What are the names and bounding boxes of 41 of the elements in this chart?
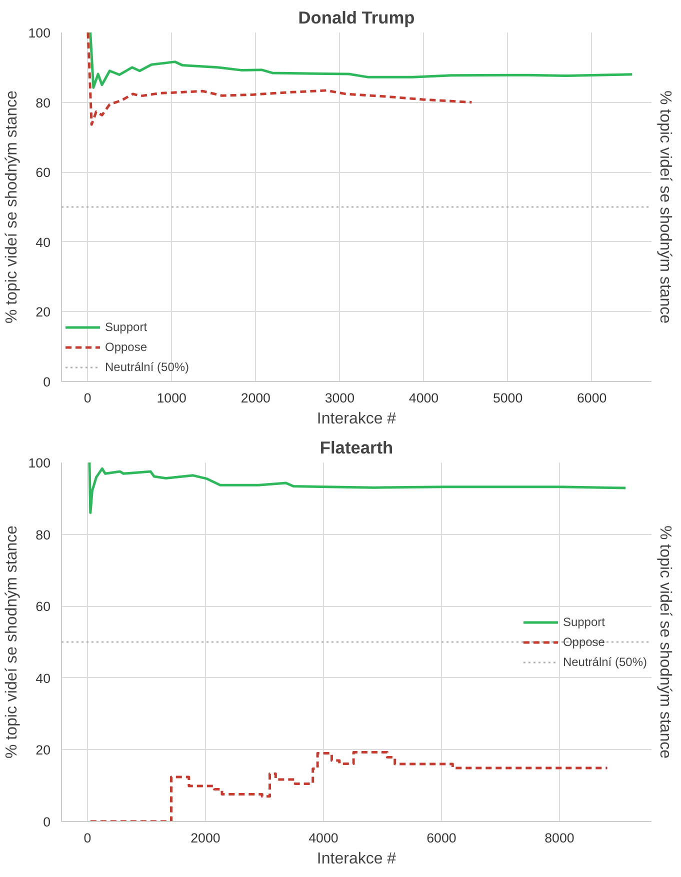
y-tick-label: 100 [28, 456, 51, 470]
x-tick-label: 4000 [408, 390, 439, 406]
x-tick-label: 2000 [240, 390, 270, 406]
x-tick-label: 8000 [544, 830, 574, 846]
y-tick-label: 20 [36, 304, 51, 320]
legend-label: Oppose [105, 340, 148, 354]
x-tick-label: 0 [84, 830, 92, 846]
line-series [86, 32, 473, 126]
x-tick-label: 1000 [156, 390, 186, 406]
x-tick-label: 5000 [492, 390, 523, 406]
x-tick-label: 2000 [190, 830, 220, 846]
x-tick-label: 6000 [577, 390, 607, 406]
y2-axis-title: % topic videí se shodným stance [656, 525, 674, 759]
y-tick-label: 80 [36, 527, 51, 542]
y-tick-label: 20 [36, 742, 51, 758]
chart-title: Donald Trump [298, 8, 415, 28]
x-tick-label: 3000 [324, 390, 355, 406]
line-series [87, 32, 634, 89]
y-tick-label: 0 [43, 374, 51, 390]
line-series [88, 462, 627, 514]
x-axis-title: Interakce # [316, 410, 396, 428]
legend-label: Support [562, 614, 605, 628]
x-axis-title: Interakce # [316, 850, 396, 868]
x-tick-label: 0 [84, 390, 92, 406]
y-tick-label: 100 [28, 26, 51, 40]
y-tick-label: 60 [36, 165, 51, 180]
legend-label: Support [105, 320, 148, 334]
y-axis-title: % topic videí se shodným stance [3, 525, 20, 759]
y-tick-label: 60 [36, 599, 51, 614]
y-tick-label: 40 [36, 234, 51, 250]
y-tick-label: 80 [36, 95, 51, 110]
y-tick-label: 0 [43, 814, 51, 830]
legend-label: Neutrální (50%) [105, 360, 190, 374]
x-tick-label: 6000 [426, 830, 456, 846]
legend-label: Neutrální (50%) [562, 654, 647, 668]
chart-title: Flatearth [320, 438, 394, 458]
y-axis-title: % topic videí se shodným stance [3, 90, 20, 324]
y2-axis-title: % topic videí se shodným stance [656, 90, 674, 324]
x-tick-label: 4000 [308, 830, 338, 846]
legend-label: Oppose [562, 634, 605, 648]
y-tick-label: 40 [36, 670, 51, 686]
